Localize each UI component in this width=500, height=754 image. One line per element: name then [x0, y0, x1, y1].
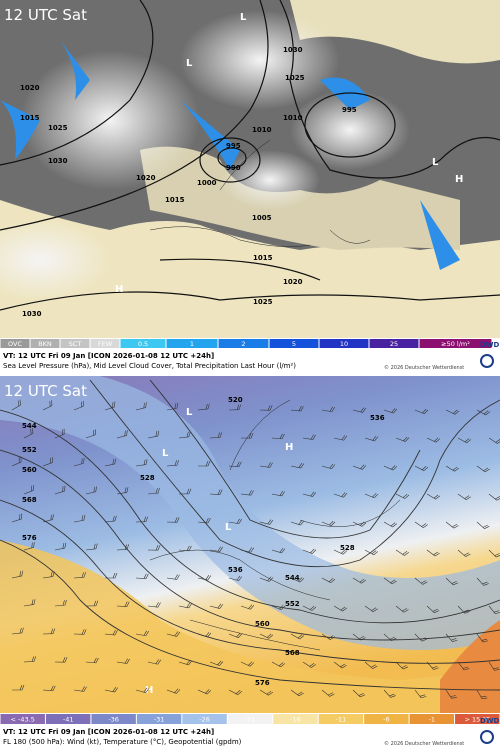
copyright: © 2026 Deutscher Wetterdienst: [384, 364, 464, 371]
legend-label: -31: [154, 716, 165, 724]
contour-label: 1030: [22, 310, 42, 318]
contour-label: 576: [22, 534, 37, 542]
contour-label: 520: [228, 396, 243, 404]
legend-label: FEW: [98, 340, 113, 348]
height-center: H: [285, 442, 293, 453]
contour-label: 995: [226, 142, 241, 150]
contour-label: 528: [340, 544, 355, 552]
legend-label: 5: [292, 340, 296, 348]
legend-label: -26: [199, 716, 210, 724]
legend-label: 25: [390, 340, 398, 348]
contour-label: 552: [285, 600, 300, 608]
valid-time: VT: 12 UTC Fri 09 Jan [ICON 2026-01-08 1…: [3, 352, 214, 360]
contour-label: 568: [285, 649, 300, 657]
contour-label: 1015: [20, 114, 40, 122]
contour-label: 1030: [48, 157, 68, 165]
contour-label: 1015: [253, 254, 273, 262]
legend-label: -11: [336, 716, 347, 724]
contour-label: 1005: [252, 214, 272, 222]
copyright: © 2026 Deutscher Wetterdienst: [384, 740, 464, 747]
legend-label: OVC: [8, 340, 22, 348]
height-center: L: [225, 522, 232, 533]
contour-label: 995: [342, 106, 357, 114]
contour-label: 1020: [20, 84, 40, 92]
legend-label: -21: [245, 716, 256, 724]
contour-label: 1010: [283, 114, 303, 122]
contour-label: 536: [370, 414, 385, 422]
contour-label: 1020: [283, 278, 303, 286]
contour-label: 1030: [283, 46, 303, 54]
height-center: H: [145, 685, 153, 696]
contour-label: 1025: [48, 124, 68, 132]
panel-title: 12 UTC Sat: [4, 382, 87, 400]
contour-label: 990: [226, 164, 241, 172]
legend-label: -36: [108, 716, 119, 724]
pressure-center: H: [115, 284, 123, 295]
contour-label: 544: [22, 422, 37, 430]
legend-label: < -43.5: [11, 716, 35, 724]
upper-air-map: [0, 376, 500, 713]
pressure-center: L: [432, 157, 439, 168]
contour-label: 536: [228, 566, 243, 574]
contour-label: 1025: [253, 298, 273, 306]
description: FL 180 (500 hPa): Wind (kt), Temperature…: [3, 738, 242, 746]
panel-title: 12 UTC Sat: [4, 6, 87, 24]
pressure-map: [0, 0, 500, 338]
contour-label: 568: [22, 496, 37, 504]
legend-label: -16: [290, 716, 301, 724]
legend-label: -41: [63, 716, 74, 724]
contour-label: 1000: [197, 179, 217, 187]
contour-label: 1025: [285, 74, 305, 82]
logo: DWD: [480, 717, 500, 725]
contour-label: 1015: [165, 196, 185, 204]
pressure-center: L: [240, 12, 247, 23]
height-center: L: [186, 407, 193, 418]
legend-label: 0.5: [138, 340, 148, 348]
contour-label: 552: [22, 446, 37, 454]
pressure-center: L: [186, 58, 193, 69]
contour-label: 560: [255, 620, 270, 628]
height-center: L: [162, 448, 169, 459]
contour-label: 528: [140, 474, 155, 482]
legend-label: -6: [383, 716, 389, 724]
legend-label: -1: [429, 716, 435, 724]
legend-label: 10: [340, 340, 348, 348]
legend-label: 2: [241, 340, 245, 348]
contour-label: 1020: [136, 174, 156, 182]
contour-label: 576: [255, 679, 270, 687]
legend-label: ≥50 l/m²: [441, 340, 470, 348]
logo: DWD: [480, 341, 500, 349]
contour-label: 560: [22, 466, 37, 474]
pressure-center: H: [455, 174, 463, 185]
legend-label: 1: [190, 340, 194, 348]
contour-label: 1010: [252, 126, 272, 134]
legend-label: BKN: [38, 340, 52, 348]
description: Sea Level Pressure (hPa), Mid Level Clou…: [3, 362, 296, 370]
valid-time: VT: 12 UTC Fri 09 Jan [ICON 2026-01-08 1…: [3, 728, 214, 736]
legend-label: SCT: [69, 340, 82, 348]
legend: < -43.5-41-36-31-26-21-16-11-6-1> 15 °C: [0, 713, 500, 725]
